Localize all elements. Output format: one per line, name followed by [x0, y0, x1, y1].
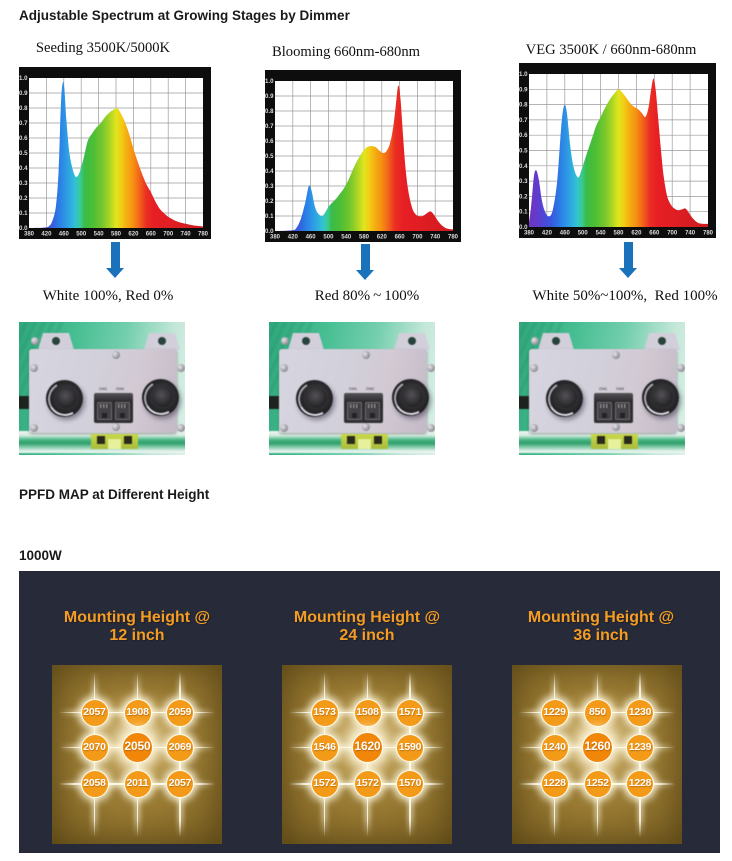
- svg-text:500: 500: [76, 232, 87, 238]
- svg-text:420: 420: [542, 231, 553, 237]
- svg-text:380: 380: [24, 232, 35, 238]
- svg-text:0.4: 0.4: [519, 163, 528, 170]
- svg-text:740: 740: [685, 231, 696, 237]
- svg-text:0.1: 0.1: [19, 210, 28, 217]
- svg-text:0.8: 0.8: [265, 108, 274, 115]
- svg-text:0.4: 0.4: [265, 168, 274, 175]
- svg-text:0.3: 0.3: [265, 183, 274, 190]
- svg-text:460: 460: [306, 235, 317, 241]
- svg-text:0.3: 0.3: [19, 180, 28, 187]
- svg-text:740: 740: [181, 232, 192, 238]
- svg-text:0.9: 0.9: [265, 93, 274, 100]
- svg-text:700: 700: [412, 235, 423, 241]
- svg-text:0.2: 0.2: [265, 198, 274, 205]
- svg-text:380: 380: [524, 231, 535, 237]
- svg-text:0.2: 0.2: [19, 195, 28, 202]
- svg-text:620: 620: [128, 232, 139, 238]
- svg-text:0.5: 0.5: [19, 150, 28, 157]
- svg-text:580: 580: [359, 235, 370, 241]
- svg-text:540: 540: [341, 235, 352, 241]
- svg-text:0.7: 0.7: [265, 123, 274, 130]
- svg-text:0.6: 0.6: [265, 138, 274, 145]
- svg-text:0.1: 0.1: [519, 209, 528, 216]
- svg-text:1.0: 1.0: [19, 75, 28, 82]
- svg-text:500: 500: [578, 231, 589, 237]
- svg-text:780: 780: [198, 232, 209, 238]
- svg-text:580: 580: [613, 231, 624, 237]
- svg-text:380: 380: [270, 235, 281, 241]
- svg-text:780: 780: [448, 235, 459, 241]
- svg-text:620: 620: [377, 235, 388, 241]
- svg-text:0.0: 0.0: [19, 225, 28, 232]
- svg-text:540: 540: [94, 232, 105, 238]
- svg-text:0.9: 0.9: [19, 90, 28, 97]
- svg-text:0.9: 0.9: [519, 86, 528, 93]
- svg-text:780: 780: [703, 231, 714, 237]
- svg-text:420: 420: [41, 232, 52, 238]
- svg-text:0.6: 0.6: [519, 132, 528, 139]
- svg-text:700: 700: [667, 231, 678, 237]
- svg-text:580: 580: [111, 232, 122, 238]
- svg-text:700: 700: [163, 232, 174, 238]
- svg-text:660: 660: [395, 235, 406, 241]
- svg-text:740: 740: [430, 235, 441, 241]
- svg-text:0.7: 0.7: [19, 120, 28, 127]
- svg-text:0.4: 0.4: [19, 165, 28, 172]
- svg-text:1.0: 1.0: [519, 71, 528, 78]
- svg-text:0.3: 0.3: [519, 178, 528, 185]
- svg-text:0.7: 0.7: [519, 117, 528, 124]
- svg-text:420: 420: [288, 235, 299, 241]
- svg-text:1.0: 1.0: [265, 78, 274, 85]
- svg-text:0.8: 0.8: [519, 102, 528, 109]
- svg-text:620: 620: [631, 231, 642, 237]
- svg-text:0.5: 0.5: [265, 153, 274, 160]
- svg-text:0.6: 0.6: [19, 135, 28, 142]
- svg-text:0.0: 0.0: [519, 224, 528, 231]
- svg-text:660: 660: [146, 232, 157, 238]
- svg-text:540: 540: [596, 231, 607, 237]
- svg-text:0.5: 0.5: [519, 148, 528, 155]
- svg-text:0.8: 0.8: [19, 105, 28, 112]
- svg-text:0.0: 0.0: [265, 228, 274, 235]
- svg-text:500: 500: [323, 235, 334, 241]
- svg-text:460: 460: [560, 231, 571, 237]
- svg-text:660: 660: [649, 231, 660, 237]
- svg-text:0.2: 0.2: [519, 193, 528, 200]
- svg-text:0.1: 0.1: [265, 213, 274, 220]
- svg-text:460: 460: [59, 232, 70, 238]
